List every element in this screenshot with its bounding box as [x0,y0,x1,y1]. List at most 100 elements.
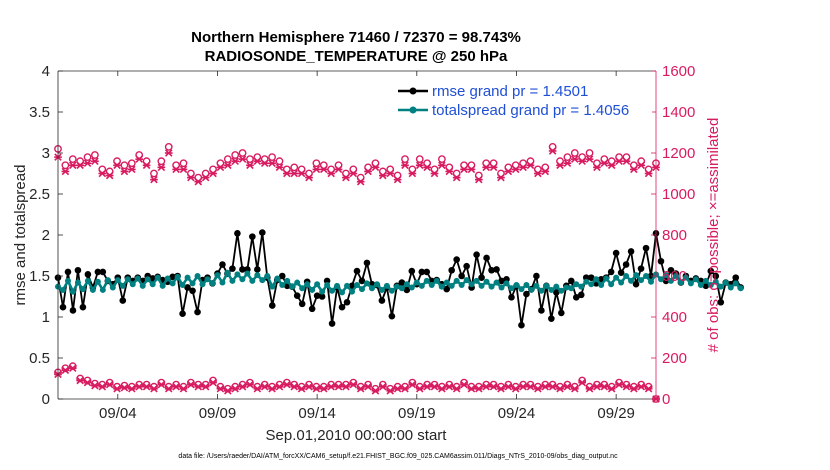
totalspread-point [737,285,744,292]
rmse-point [94,268,102,276]
y-left-tick-label: 3.5 [29,104,50,121]
obs-possible-marker [327,380,336,389]
y-left-tick-label: 2.5 [29,186,50,203]
obs-possible-marker [253,382,262,391]
obs-assimilated-marker [127,384,136,393]
obs-assimilated-marker [570,384,579,393]
obs-assimilated-marker [98,169,107,178]
rmse-point [59,303,67,311]
obs-possible-marker [164,142,173,151]
obs-possible-marker [164,382,173,391]
rmse-point [229,265,236,272]
rmse-point [553,289,560,296]
totalspread-point [74,279,81,286]
rmse-point [463,262,470,270]
totalspread-point [334,282,341,289]
obs-possible-marker [356,382,365,391]
totalspread-point [643,273,650,279]
totalspread-point [264,273,271,279]
totalspread-point [339,289,346,296]
obs-possible-marker [607,382,616,391]
totalspread-point [219,279,226,286]
obs-possible-marker [157,157,166,166]
obs-possible-marker [179,382,188,391]
obs-assimilated-marker [386,387,395,395]
rmse-point [443,285,451,293]
obs-assimilated-marker [489,163,498,172]
rmse-point [318,293,326,300]
totalspread-point [144,276,151,283]
totalspread-point [483,278,490,285]
obs-possible-marker [504,380,513,389]
obs-assimilated-marker [408,380,417,389]
rmse-point [259,229,266,236]
obs-assimilated-marker [445,167,454,176]
rmse-point [473,251,480,258]
rmse-point [548,315,555,322]
plot-area [58,71,656,399]
totalspread-point [249,277,256,284]
y-left-tick-label: 1.5 [29,268,50,285]
rmse-point [488,266,495,274]
obs-assimilated-marker [415,384,424,393]
obs-possible-marker [342,380,350,389]
obs-assimilated-marker [474,384,483,393]
obs-possible-marker [186,378,195,387]
totalspread-point [707,282,714,289]
obs-assimilated-marker [563,159,572,168]
rmse-point [278,272,286,280]
obs-possible-marker [297,382,306,391]
obs-possible-marker [563,153,572,162]
totalspread-point [608,281,615,288]
totalspread-point [438,283,445,290]
x-tick-label: 09/14 [298,405,336,422]
totalspread-point [518,286,525,293]
totalspread-point [204,276,211,283]
obs-assimilated-marker [253,157,262,165]
obs-possible-marker [349,378,358,387]
legend-box [392,80,652,120]
obs-assimilated-marker [401,161,409,170]
totalspread-point [448,282,455,289]
obs-assimilated-marker [120,167,129,176]
totalspread-point [393,283,400,290]
obs-assimilated-marker [467,165,476,174]
obs-possible-marker [622,380,631,389]
rmse-point [707,267,715,275]
totalspread-point [493,279,500,286]
totalspread-point [304,281,311,288]
totalspread-point [164,275,171,282]
obs-assimilated-marker [570,155,579,163]
obs-assimilated-marker [68,364,77,373]
rmse-point [567,277,575,285]
obs-possible-marker [275,157,284,166]
rmse-point [702,282,710,290]
obs-assimilated-marker [83,378,92,387]
obs-possible-marker [268,153,276,162]
obs-possible-marker [120,381,129,390]
obs-possible-marker [423,380,432,389]
series-layer [54,142,745,403]
totalspread-point [443,279,450,286]
totalspread-point [349,288,356,295]
totalspread-point [408,284,415,291]
obs-assimilated-marker [91,381,99,390]
totalspread-point [279,282,286,289]
totalspread-point [618,279,625,286]
totalspread-point [508,285,515,292]
legend: rmse grand pr = 1.4501 totalspread grand… [392,80,652,120]
rmse-point [498,277,505,285]
chart-title-line2: RADIOSONDE_TEMPERATURE @ 250 hPa [205,48,508,65]
totalspread-point [184,274,191,281]
obs-possible-marker [68,362,77,371]
obs-assimilated-marker [430,382,439,391]
rmse-point [483,254,490,262]
totalspread-point [314,281,321,288]
totalspread-point [662,272,669,279]
obs-assimilated-marker [504,382,513,391]
y-right-tick-label: 1400 [662,104,695,121]
obs-assimilated-marker [401,384,409,393]
obs-assimilated-marker [120,383,129,392]
obs-assimilated-marker [142,161,151,170]
